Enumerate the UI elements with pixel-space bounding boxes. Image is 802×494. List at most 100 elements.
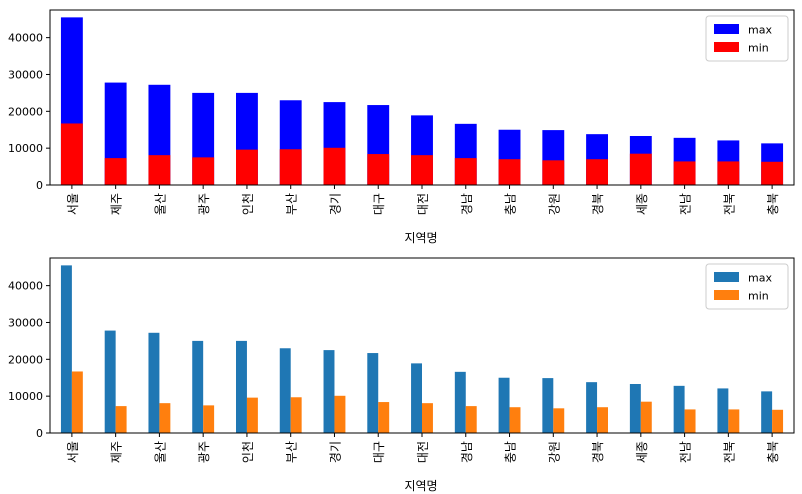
top-bar-min-3 xyxy=(192,157,215,185)
bottom-bar-max-3 xyxy=(192,340,204,433)
top-bar-min-11 xyxy=(542,160,565,185)
top-legend: max min xyxy=(705,15,789,62)
top-xtick-label-5: 부산 xyxy=(285,193,299,215)
bottom-ytick-label-1: 10000 xyxy=(8,390,43,403)
bottom-xtick-label-13: 세종 xyxy=(635,441,649,463)
top-bar-min-7 xyxy=(367,154,390,185)
bottom-bar-max-2 xyxy=(148,332,160,433)
bottom-bar-min-2 xyxy=(159,403,171,433)
bottom-xtick-label-1: 제주 xyxy=(110,441,124,463)
bottom-ytick-label-0: 0 xyxy=(36,427,43,440)
bottom-bar-max-11 xyxy=(542,378,554,433)
bottom-xtick-label-16: 충북 xyxy=(766,441,780,463)
bottom-bar-min-10 xyxy=(509,407,521,433)
top-bar-min-15 xyxy=(717,161,740,185)
bottom-xtick-label-14: 전남 xyxy=(679,441,693,463)
bottom-legend-box xyxy=(705,263,789,310)
bottom-legend-label-min: min xyxy=(748,290,769,303)
bottom-legend: max min xyxy=(705,263,789,310)
top-legend-label-max: max xyxy=(748,24,772,37)
bottom-bar-max-10 xyxy=(498,377,510,433)
bottom-bar-max-16 xyxy=(761,391,773,433)
bottom-bar-min-15 xyxy=(728,409,740,433)
top-bar-min-4 xyxy=(236,149,258,185)
bottom-bar-max-0 xyxy=(60,265,72,433)
bottom-xtick-label-5: 부산 xyxy=(285,441,299,463)
bottom-bar-max-13 xyxy=(629,384,641,433)
top-legend-swatch-max xyxy=(714,24,739,34)
bottom-bar-max-6 xyxy=(323,350,335,433)
top-legend-box xyxy=(705,15,789,62)
bottom-ytick-label-4: 40000 xyxy=(8,280,43,293)
bottom-bar-min-8 xyxy=(422,403,433,433)
top-xtick-label-8: 대전 xyxy=(416,193,430,215)
top-legend-label-min: min xyxy=(748,42,769,55)
top-ytick-label-3: 30000 xyxy=(8,68,43,81)
top-bar-min-2 xyxy=(148,155,171,185)
top-xtick-label-6: 경기 xyxy=(328,193,342,215)
bottom-xtick-label-15: 전북 xyxy=(722,441,736,463)
bottom-bar-min-0 xyxy=(71,371,83,433)
top-bar-min-12 xyxy=(586,159,608,185)
top-bar-min-0 xyxy=(60,123,83,185)
bottom-xtick-label-8: 대전 xyxy=(416,441,430,463)
top-xtick-label-1: 제주 xyxy=(110,193,124,215)
top-xtick-label-9: 경남 xyxy=(460,193,474,215)
bottom-xtick-label-9: 경남 xyxy=(460,441,474,463)
bottom-legend-label-max: max xyxy=(748,272,772,285)
bottom-xtick-label-6: 경기 xyxy=(328,441,342,463)
bottom-bar-max-7 xyxy=(367,353,379,433)
top-bar-min-13 xyxy=(629,153,652,185)
top-x-axis-label: 지역명 xyxy=(404,231,437,245)
bottom-xtick-label-11: 강원 xyxy=(547,441,561,463)
bottom-xtick-label-7: 대구 xyxy=(372,441,386,463)
top-bar-min-5 xyxy=(279,149,302,185)
bottom-chart: 0 10000 20000 30000 40000 서울 제주 울산 광주 인천 부산 경기 대구 대전 경… xyxy=(8,257,795,493)
top-xtick-label-4: 인천 xyxy=(240,193,255,215)
bottom-bar-min-6 xyxy=(334,395,346,433)
top-ytick-label-0: 0 xyxy=(36,179,43,192)
bottom-bar-min-13 xyxy=(640,401,652,433)
bottom-xtick-label-10: 충남 xyxy=(504,441,518,463)
top-xtick-label-10: 충남 xyxy=(504,193,518,215)
top-bar-min-14 xyxy=(673,161,696,185)
top-xtick-label-13: 세종 xyxy=(635,193,649,215)
bottom-bar-max-15 xyxy=(717,388,729,433)
bottom-bar-max-1 xyxy=(104,330,116,433)
bottom-bar-min-12 xyxy=(597,407,608,433)
bottom-bar-min-3 xyxy=(203,405,215,433)
top-xtick-label-14: 전남 xyxy=(679,193,693,215)
bottom-ytick-label-2: 20000 xyxy=(8,353,43,366)
bottom-bar-min-1 xyxy=(115,406,127,433)
top-bar-min-10 xyxy=(498,159,521,185)
bottom-bar-min-4 xyxy=(246,397,258,433)
top-legend-swatch-min xyxy=(714,42,739,52)
top-bar-min-16 xyxy=(761,161,784,185)
bottom-bar-max-4 xyxy=(236,340,247,433)
bottom-bar-min-9 xyxy=(465,406,477,433)
top-chart: 0 10000 20000 30000 40000 서울 제주 울산 광주 인천 부산 경기 대구 대전 경… xyxy=(8,9,795,245)
top-xtick-label-7: 대구 xyxy=(372,193,386,215)
top-bar-min-8 xyxy=(411,155,433,185)
bottom-ytick-label-3: 30000 xyxy=(8,316,43,329)
bottom-xtick-label-0: 서울 xyxy=(66,441,80,463)
bottom-bar-max-5 xyxy=(279,348,291,433)
top-xtick-label-11: 강원 xyxy=(547,193,561,215)
bottom-legend-swatch-min xyxy=(714,290,739,300)
bottom-bar-max-12 xyxy=(586,382,598,433)
bottom-xtick-label-3: 광주 xyxy=(197,441,211,463)
bottom-bar-max-8 xyxy=(411,363,422,433)
top-xtick-label-16: 충북 xyxy=(766,193,780,215)
bottom-bar-min-7 xyxy=(378,402,390,433)
top-ytick-label-1: 10000 xyxy=(8,142,43,155)
bottom-xtick-label-2: 울산 xyxy=(153,441,167,463)
bottom-bar-max-9 xyxy=(454,371,466,433)
top-xtick-label-12: 경북 xyxy=(591,193,605,215)
top-xtick-label-2: 울산 xyxy=(153,193,167,215)
top-xtick-label-3: 광주 xyxy=(197,193,211,215)
bottom-xtick-label-4: 인천 xyxy=(240,441,255,463)
top-bar-min-9 xyxy=(454,158,477,185)
bottom-bar-max-14 xyxy=(673,385,685,433)
bottom-xtick-label-12: 경북 xyxy=(591,441,605,463)
